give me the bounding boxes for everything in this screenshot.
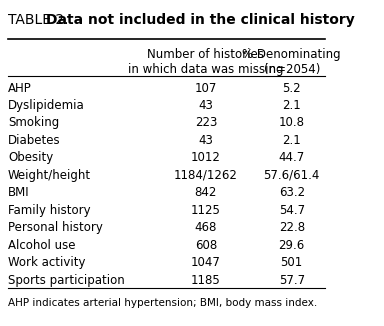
Text: Obesity: Obesity	[8, 151, 53, 164]
Text: TABLE 2.: TABLE 2.	[8, 13, 73, 27]
Text: 22.8: 22.8	[279, 221, 305, 234]
Text: Alcohol use: Alcohol use	[8, 239, 76, 252]
Text: 107: 107	[195, 82, 217, 95]
Text: Data not included in the clinical history: Data not included in the clinical histor…	[46, 13, 355, 27]
Text: 223: 223	[195, 116, 217, 129]
Text: 54.7: 54.7	[279, 204, 305, 217]
Text: Family history: Family history	[8, 204, 91, 217]
Text: 608: 608	[195, 239, 217, 252]
Text: 1185: 1185	[191, 274, 221, 287]
Text: Number of histories: Number of histories	[147, 48, 264, 61]
Text: 43: 43	[199, 99, 214, 112]
Text: 1125: 1125	[191, 204, 221, 217]
Text: 5.2: 5.2	[282, 82, 301, 95]
Text: 10.8: 10.8	[279, 116, 305, 129]
Text: Dyslipidemia: Dyslipidemia	[8, 99, 85, 112]
Text: 1047: 1047	[191, 256, 221, 269]
Text: 57.6/61.4: 57.6/61.4	[263, 169, 320, 182]
Text: 57.7: 57.7	[279, 274, 305, 287]
Text: 1184/1262: 1184/1262	[174, 169, 238, 182]
Text: Work activity: Work activity	[8, 256, 86, 269]
Text: AHP: AHP	[8, 82, 32, 95]
Text: 63.2: 63.2	[279, 186, 305, 199]
Text: 2.1: 2.1	[282, 99, 301, 112]
Text: 29.6: 29.6	[278, 239, 305, 252]
Text: 842: 842	[195, 186, 217, 199]
Text: % Denominating: % Denominating	[242, 48, 341, 61]
Text: AHP indicates arterial hypertension; BMI, body mass index.: AHP indicates arterial hypertension; BMI…	[8, 298, 317, 308]
Text: 43: 43	[199, 134, 214, 147]
Text: 1012: 1012	[191, 151, 221, 164]
Text: 44.7: 44.7	[278, 151, 305, 164]
Text: 468: 468	[195, 221, 217, 234]
Text: in which data was missing: in which data was missing	[128, 63, 284, 76]
Text: Personal history: Personal history	[8, 221, 103, 234]
Text: Smoking: Smoking	[8, 116, 59, 129]
Text: Sports participation: Sports participation	[8, 274, 125, 287]
Text: (n=2054): (n=2054)	[263, 63, 320, 76]
Text: BMI: BMI	[8, 186, 30, 199]
Text: Diabetes: Diabetes	[8, 134, 61, 147]
Text: Weight/height: Weight/height	[8, 169, 91, 182]
Text: 2.1: 2.1	[282, 134, 301, 147]
Text: 501: 501	[281, 256, 303, 269]
